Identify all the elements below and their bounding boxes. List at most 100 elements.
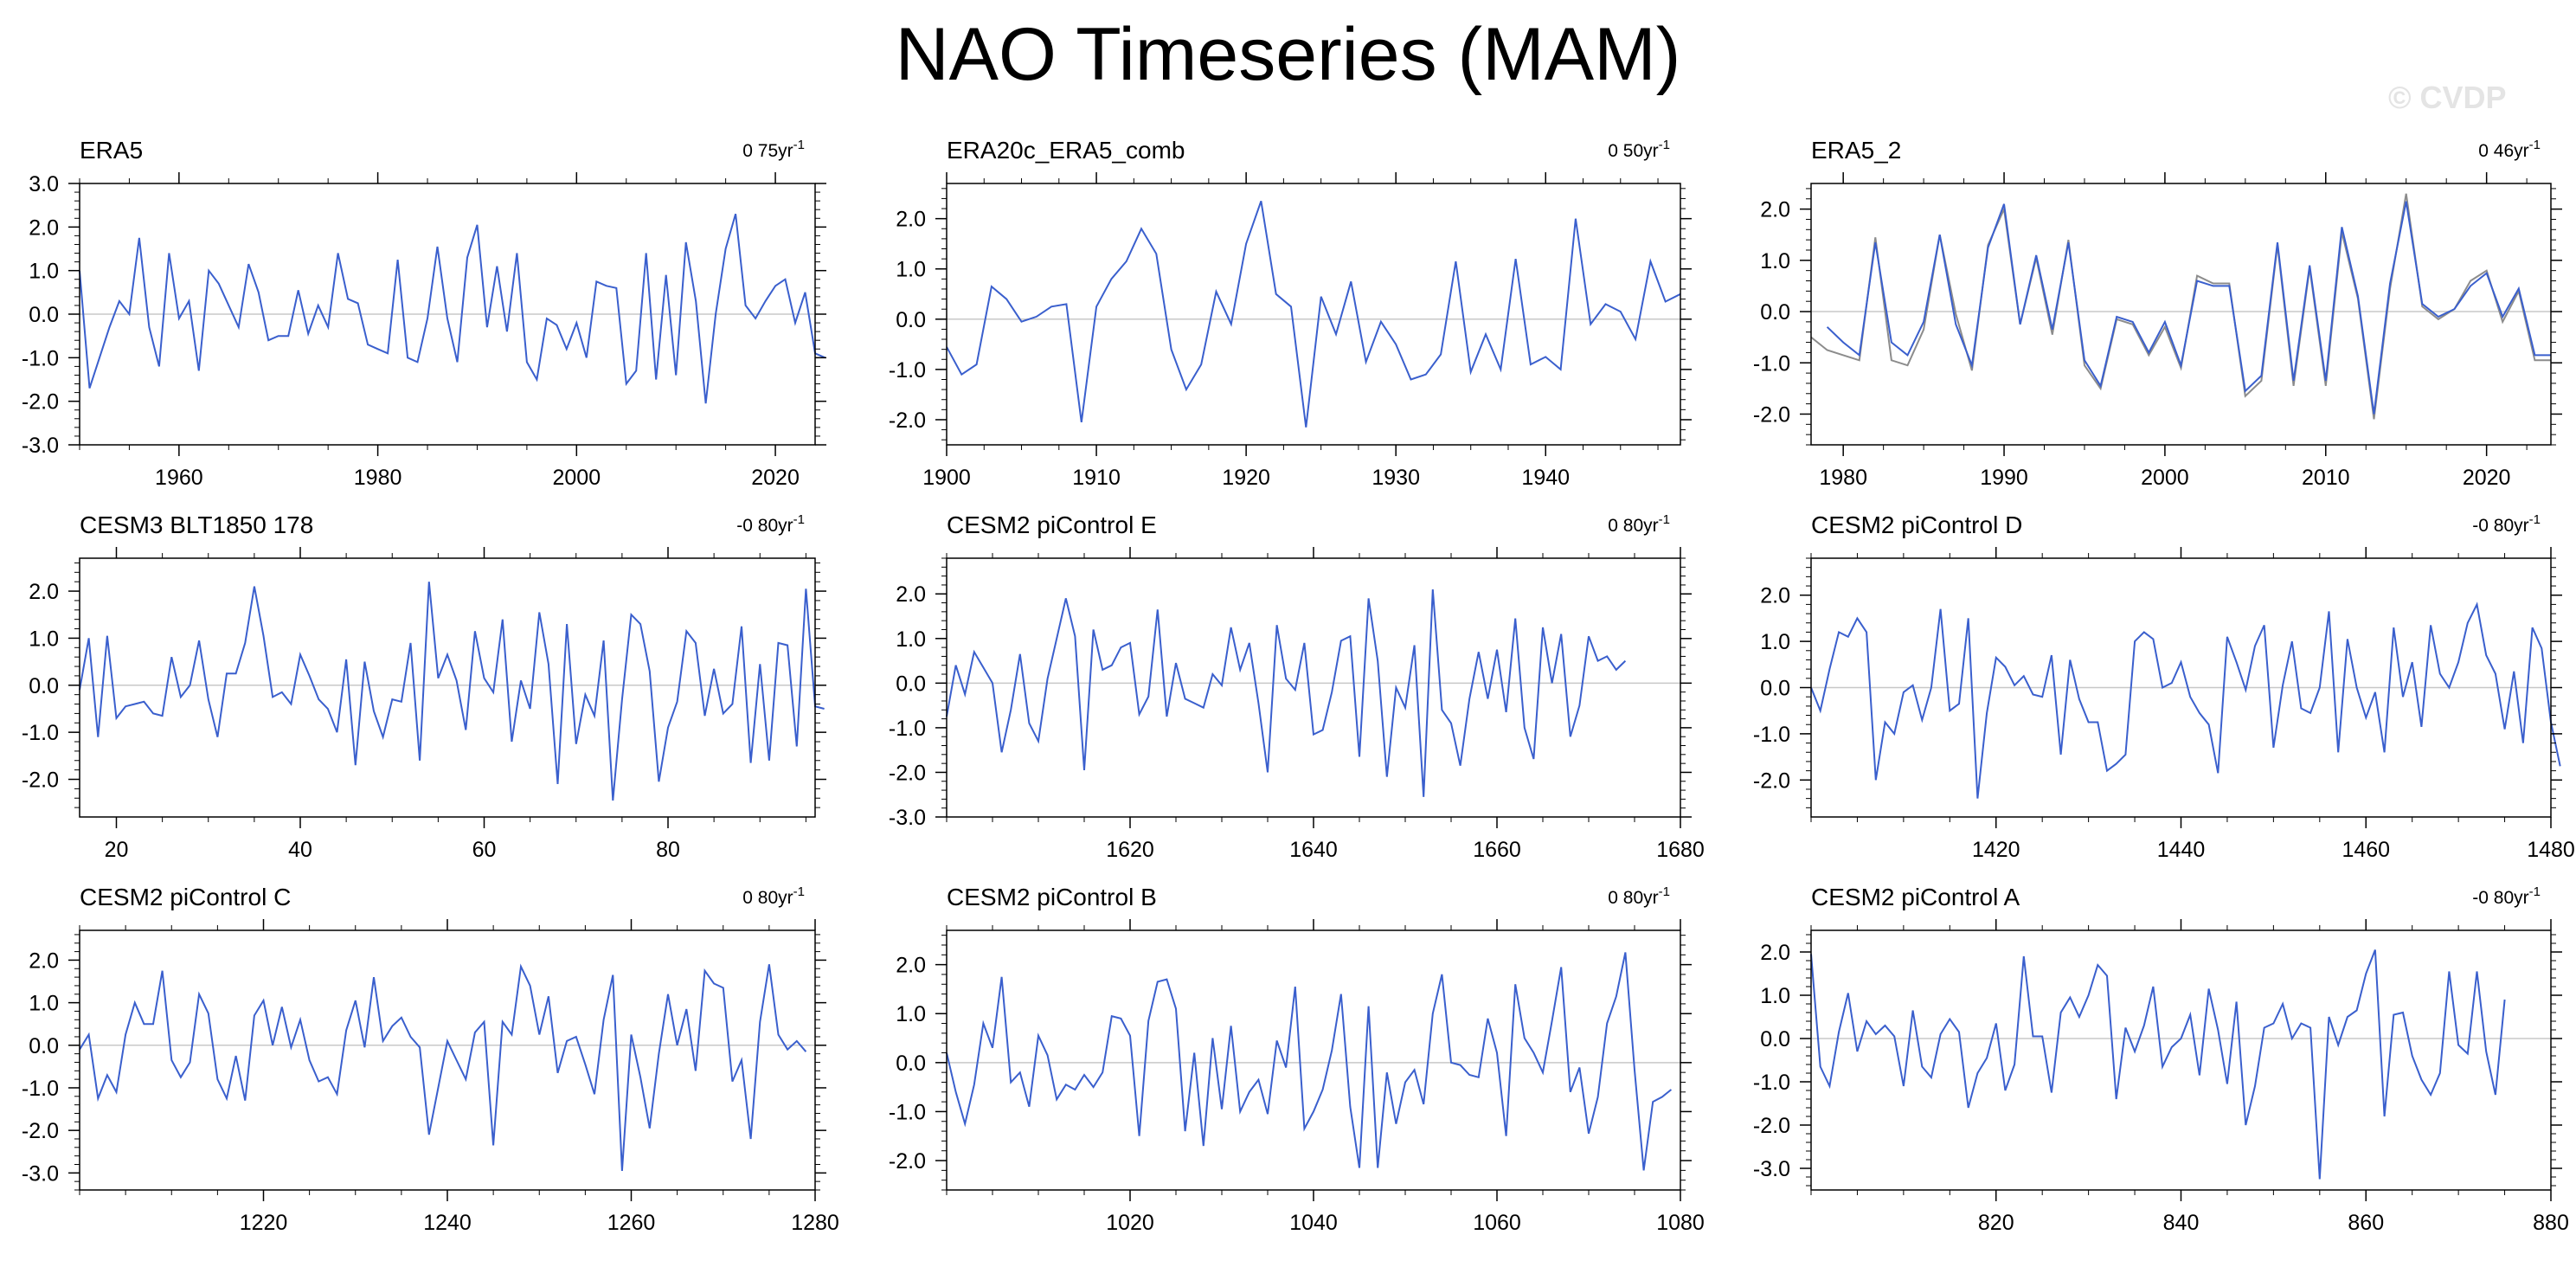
panel-4: 20 40 60 80 2.0 1.0 0.0 -1.0 -2.0 CESM3 BLT1850 1…	[22, 511, 826, 862]
y-tick-label: 1.0	[896, 1002, 926, 1026]
y-tick-label: 1.0	[896, 258, 926, 282]
panel-title: CESM3 BLT1850 178	[80, 511, 313, 538]
x-tick-label: 1920	[1222, 466, 1270, 490]
panel-trend: -0 80yr-1	[2472, 884, 2541, 908]
y-tick-label: 1.0	[29, 992, 59, 1016]
x-tick-label: 1960	[155, 466, 203, 490]
panel-trend: 0 80yr-1	[1608, 512, 1670, 536]
panel-trend-unit: -1	[1659, 138, 1670, 152]
y-tick-label: -3.0	[1753, 1157, 1790, 1181]
y-tick-label: -3.0	[889, 806, 926, 830]
y-tick-label: 2.0	[1760, 584, 1790, 608]
y-tick-label: 2.0	[29, 215, 59, 240]
y-tick-label: 0.0	[29, 674, 59, 698]
y-tick-label: -1.0	[1753, 1071, 1790, 1095]
x-tick-label: 1020	[1106, 1211, 1154, 1235]
x-tick-label: 1900	[922, 466, 971, 490]
panel-trend-unit: -1	[1659, 884, 1670, 899]
series-line-secondary	[1810, 193, 2551, 420]
x-tick-label: 1990	[1980, 466, 2028, 490]
series-line	[946, 200, 1681, 428]
x-tick-label: 1620	[1106, 838, 1154, 862]
panel-trend: -0 80yr-1	[736, 512, 805, 536]
x-tick-label: 840	[2163, 1211, 2200, 1235]
x-tick-label: 1980	[354, 466, 402, 490]
x-tick-label: 40	[288, 838, 312, 862]
y-tick-label: 2.0	[29, 580, 59, 604]
x-tick-label: 1480	[2527, 838, 2575, 862]
y-tick-label: -2.0	[22, 1119, 59, 1143]
panel-title: CESM2 piControl C	[80, 884, 291, 910]
plot-frame	[946, 557, 1681, 818]
x-tick-label: 1910	[1072, 466, 1121, 490]
panel-1: 1960 1980 2000 2020 3.0 2.0 1.0 0.0 -1.0 -2.0 -3.0…	[22, 137, 826, 490]
y-tick-label: 2.0	[896, 954, 926, 978]
x-tick-label: 1660	[1473, 838, 1521, 862]
x-tick-label: 20	[105, 838, 129, 862]
x-tick-label: 1420	[1972, 838, 2020, 862]
plot-frame	[946, 929, 1681, 1191]
y-tick-label: -1.0	[22, 1077, 59, 1101]
panel-trend: -0 80yr-1	[2472, 512, 2541, 536]
y-tick-label: 2.0	[1760, 941, 1790, 965]
x-tick-label: 60	[472, 838, 497, 862]
x-tick-label: 1060	[1473, 1211, 1521, 1235]
x-tick-label: 1080	[1656, 1211, 1705, 1235]
y-tick-label: -2.0	[22, 390, 59, 415]
x-tick-label: 2000	[2141, 466, 2189, 490]
y-tick-label: -1.0	[889, 1100, 926, 1124]
panel-trend-unit: -1	[793, 512, 805, 527]
y-tick-label: -2.0	[1753, 1114, 1790, 1138]
y-tick-label: 0.0	[896, 672, 926, 696]
y-tick-label: -3.0	[22, 1161, 59, 1186]
y-tick-label: 1.0	[1760, 249, 1790, 273]
y-tick-label: 1.0	[1760, 630, 1790, 654]
panel-8: 1020 1040 1060 1080 2.0 1.0 0.0 -1.0 -2.0 CESM2 p…	[889, 884, 1705, 1235]
series-line	[946, 589, 1627, 797]
y-tick-label: 0.0	[29, 1034, 59, 1058]
series-line	[79, 213, 825, 404]
y-tick-label: 1.0	[896, 627, 926, 652]
panel-6: 1420 1440 1460 1480 2.0 1.0 0.0 -1.0 -2.0 CESM2 p…	[1753, 511, 2575, 862]
y-tick-label: -1.0	[1753, 351, 1790, 376]
y-tick-label: -2.0	[22, 769, 59, 793]
series-line	[79, 963, 807, 1171]
panel-title: ERA5	[80, 137, 143, 164]
panel-trend: 0 50yr-1	[1608, 138, 1670, 161]
series-line	[79, 582, 825, 801]
x-tick-label: 1440	[2157, 838, 2206, 862]
plot-frame	[1810, 183, 2552, 446]
y-tick-label: 2.0	[1760, 198, 1790, 222]
plot-frame	[946, 183, 1681, 446]
y-tick-label: 3.0	[29, 172, 59, 196]
y-tick-label: -1.0	[22, 721, 59, 745]
panel-9: 820 840 860 880 2.0 1.0 0.0 -1.0 -2.0 -3.0 CESM2 p…	[1753, 884, 2569, 1235]
y-tick-label: 1.0	[29, 627, 59, 651]
panel-trend-unit: -1	[793, 138, 805, 152]
y-tick-label: -2.0	[889, 761, 926, 785]
y-tick-label: 0.0	[1760, 300, 1790, 325]
y-tick-label: 2.0	[896, 582, 926, 607]
x-tick-label: 2000	[553, 466, 601, 490]
x-tick-label: 1930	[1372, 466, 1420, 490]
y-tick-label: -3.0	[22, 434, 59, 458]
panel-title: CESM2 piControl A	[1811, 884, 2020, 910]
x-tick-label: 1040	[1289, 1211, 1338, 1235]
figure-title: NAO Timeseries (MAM)	[895, 13, 1681, 96]
y-tick-label: -2.0	[889, 1149, 926, 1174]
x-tick-label: 2020	[751, 466, 800, 490]
panel-trend: 0 80yr-1	[1608, 884, 1670, 908]
y-tick-label: -1.0	[889, 358, 926, 383]
panel-title: CESM2 piControl B	[947, 884, 1157, 910]
watermark: © CVDP	[2388, 80, 2507, 115]
y-tick-label: 2.0	[29, 949, 59, 973]
panel-trend: 0 46yr-1	[2478, 138, 2541, 161]
panel-title: ERA20c_ERA5_comb	[947, 137, 1185, 164]
y-tick-label: 1.0	[1760, 984, 1790, 1008]
x-tick-label: 1640	[1289, 838, 1338, 862]
panel-title: ERA5_2	[1811, 137, 1901, 164]
x-tick-label: 1260	[607, 1211, 656, 1235]
panel-trend-unit: -1	[793, 884, 805, 899]
y-tick-label: 2.0	[896, 208, 926, 232]
